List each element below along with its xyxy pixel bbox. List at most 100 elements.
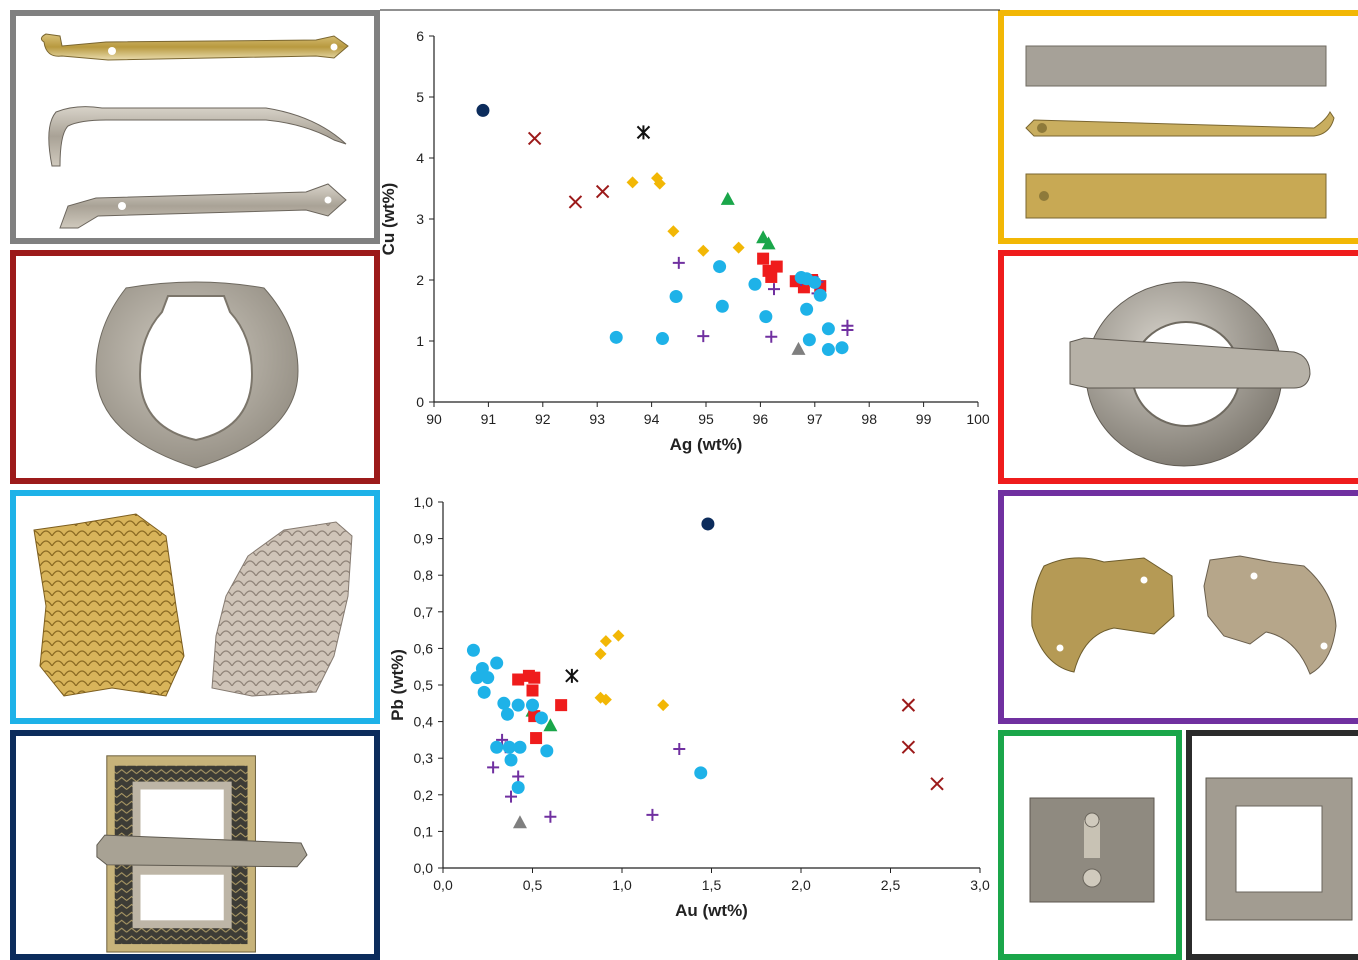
x-tick-label: 99 xyxy=(916,411,932,427)
data-point-circle xyxy=(821,343,835,357)
data-point-plus xyxy=(697,330,710,343)
data-point-triangle xyxy=(761,236,776,250)
artifact-panel-square-frame xyxy=(1186,730,1358,960)
x-tick-label: 90 xyxy=(426,411,442,427)
data-point-plus xyxy=(672,256,685,269)
artifact-panel-oval-ring xyxy=(10,250,380,484)
data-point-circle xyxy=(540,744,554,758)
data-point-plus xyxy=(512,770,525,783)
plate-with-rivets-image xyxy=(1029,797,1155,903)
y-tick-label: 0,1 xyxy=(414,823,434,839)
data-point-circle xyxy=(800,302,814,316)
data-point-circle xyxy=(713,260,727,274)
x-tick-label: 98 xyxy=(861,411,877,427)
data-point-asterisk xyxy=(636,125,651,140)
strap-end-fittings-image xyxy=(40,33,349,229)
data-point-diamond xyxy=(732,241,745,254)
x-tick-label: 2,5 xyxy=(881,877,901,893)
artifact-panel-strap-end-fittings xyxy=(10,10,380,244)
data-point-plus xyxy=(765,330,778,343)
data-point-circle xyxy=(526,698,539,712)
data-point-square xyxy=(757,252,770,265)
x-tick-label: 100 xyxy=(966,411,990,427)
artifact-panel-bar-strap-fittings xyxy=(998,10,1358,244)
data-point-circle xyxy=(835,341,849,355)
data-point-circle xyxy=(701,517,715,531)
ring-buckle-image xyxy=(1069,281,1311,467)
data-point-circle xyxy=(748,277,762,291)
data-point-x xyxy=(901,698,916,712)
data-point-square xyxy=(555,699,568,712)
y-tick-label: 3 xyxy=(416,211,424,227)
data-point-circle xyxy=(466,643,480,657)
y-tick-label: 2 xyxy=(416,272,424,288)
data-point-plus xyxy=(646,808,659,821)
data-point-square xyxy=(530,732,543,745)
data-point-square xyxy=(528,671,541,684)
scale-pattern-sheet-fragments-image xyxy=(33,513,353,697)
x-axis-title: Ag (wt%) xyxy=(670,435,743,454)
x-tick-label: 92 xyxy=(535,411,551,427)
data-point-triangle xyxy=(543,718,558,732)
y-tick-label: 0,5 xyxy=(414,677,434,693)
y-axis-title: Cu (wt%) xyxy=(379,183,398,256)
data-point-diamond xyxy=(594,647,607,660)
rectangular-buckle-image xyxy=(96,755,308,953)
x-tick-label: 91 xyxy=(481,411,497,427)
data-point-circle xyxy=(813,288,827,302)
data-point-plus xyxy=(544,810,557,823)
chart-1: 90 91 92 93 94 95 96 97 98 99 100 0 1 2 3 4 5 6 Ag (wt%) Cu… xyxy=(379,28,990,454)
data-point-circle xyxy=(669,289,683,303)
y-tick-label: 0,6 xyxy=(414,640,434,656)
data-point-circle xyxy=(808,275,822,289)
data-point-circle xyxy=(490,740,504,754)
data-point-circle xyxy=(821,322,835,336)
data-point-x xyxy=(595,184,610,199)
data-point-circle xyxy=(802,333,816,347)
data-point-circle xyxy=(477,685,491,699)
data-point-triangle xyxy=(512,815,527,829)
data-point-diamond xyxy=(599,635,612,648)
data-point-diamond xyxy=(612,629,625,642)
data-point-plus xyxy=(487,761,500,774)
x-tick-label: 0,5 xyxy=(523,877,543,893)
x-tick-label: 0,0 xyxy=(433,877,453,893)
x-tick-label: 2,0 xyxy=(791,877,811,893)
data-point-plus xyxy=(841,324,854,337)
y-tick-label: 5 xyxy=(416,89,424,105)
y-tick-label: 6 xyxy=(416,28,424,44)
data-point-diamond xyxy=(657,699,670,712)
data-point-circle xyxy=(481,671,495,685)
x-tick-label: 94 xyxy=(644,411,660,427)
data-point-circle xyxy=(694,766,708,780)
y-tick-label: 1 xyxy=(416,333,424,349)
x-tick-label: 1,0 xyxy=(612,877,632,893)
y-tick-label: 0,3 xyxy=(414,750,434,766)
data-point-circle xyxy=(497,696,511,710)
x-tick-label: 95 xyxy=(698,411,714,427)
data-point-plus xyxy=(505,790,518,803)
artifact-panel-crescent-fragments xyxy=(998,490,1358,724)
data-point-circle xyxy=(500,707,514,721)
data-point-circle xyxy=(534,711,548,725)
y-tick-label: 0,4 xyxy=(414,714,434,730)
data-point-diamond xyxy=(653,177,666,190)
x-tick-label: 1,5 xyxy=(702,877,722,893)
data-point-circle xyxy=(476,103,490,117)
bar-strap-fittings-image xyxy=(1025,45,1335,219)
y-axis-title: Pb (wt%) xyxy=(388,649,407,721)
data-point-circle xyxy=(511,780,525,794)
square-frame-image xyxy=(1205,777,1353,921)
data-point-circle xyxy=(490,656,504,670)
data-point-diamond xyxy=(667,225,680,238)
y-tick-label: 0,2 xyxy=(414,787,434,803)
data-point-circle xyxy=(470,671,484,685)
data-point-circle xyxy=(715,299,729,313)
data-point-circle xyxy=(655,332,669,346)
data-point-circle xyxy=(504,753,518,767)
data-point-circle xyxy=(759,310,773,324)
x-axis-title: Au (wt%) xyxy=(675,901,748,920)
y-tick-label: 0,0 xyxy=(414,860,434,876)
x-tick-label: 3,0 xyxy=(970,877,990,893)
